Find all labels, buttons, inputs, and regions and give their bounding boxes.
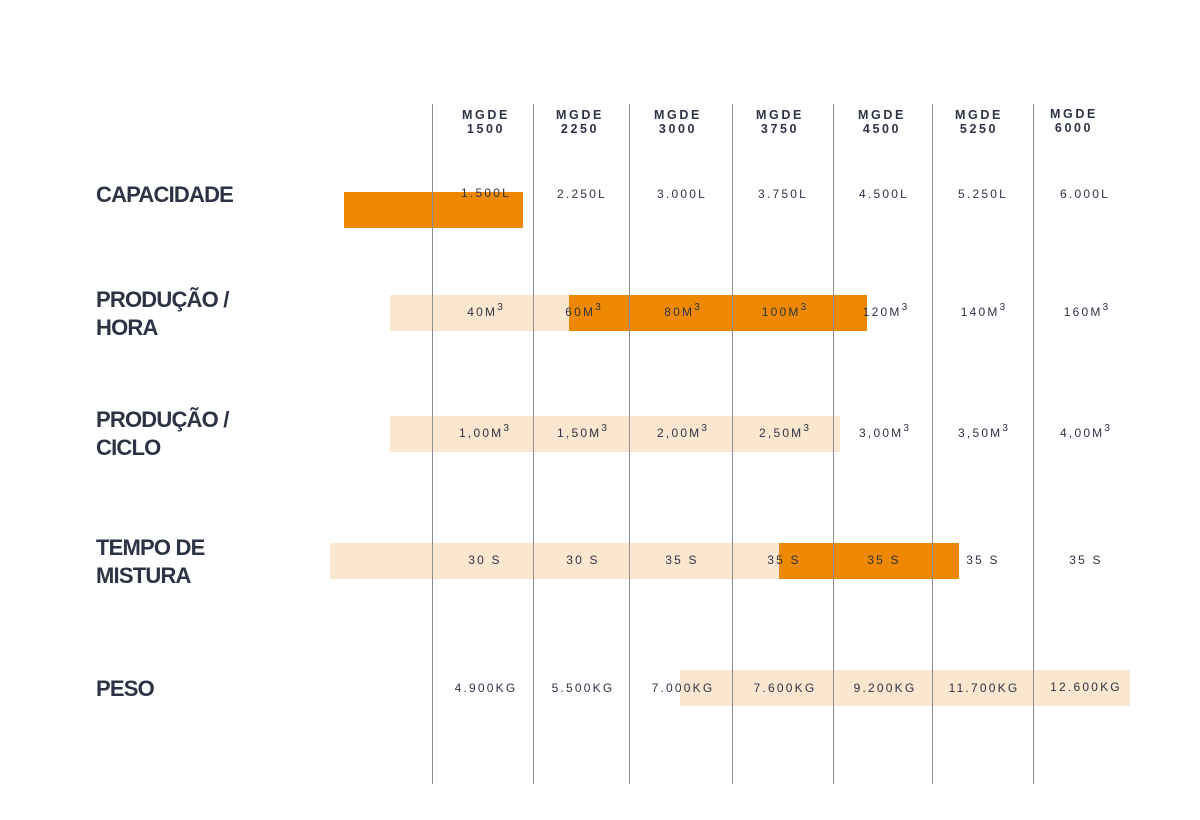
- table-cell: 60M3: [565, 302, 601, 319]
- mixing-time-highlight-bar: [779, 543, 959, 579]
- table-cell: 3.750L: [758, 187, 808, 201]
- row-label-producao-ciclo: PRODUÇÃO / CICLO: [96, 407, 229, 460]
- model-header: MGDE 6000: [1050, 107, 1098, 135]
- model-header: MGDE 3750: [756, 108, 804, 136]
- row-label-tempo-mistura: TEMPO DE MISTURA: [96, 535, 205, 588]
- table-cell: 3.000L: [657, 187, 707, 201]
- table-cell: 3,00M3: [859, 423, 909, 440]
- table-cell: 30 S: [468, 553, 502, 567]
- table-cell: 2,00M3: [657, 423, 707, 440]
- table-cell: 3,50M3: [958, 423, 1008, 440]
- model-header: MGDE 5250: [955, 108, 1003, 136]
- column-divider: [833, 104, 834, 784]
- table-cell: 100M3: [761, 302, 807, 319]
- column-divider: [432, 104, 433, 784]
- table-cell: 11.700KG: [948, 681, 1020, 695]
- table-cell: 7.600KG: [753, 681, 817, 695]
- table-cell: 4,00M3: [1060, 423, 1110, 440]
- row-label-capacidade: CAPACIDADE: [96, 182, 234, 207]
- table-cell: 5.250L: [958, 187, 1008, 201]
- table-cell: 9.200KG: [853, 681, 917, 695]
- mixing-time-light-bar: [330, 543, 780, 579]
- capacity-highlight-bar: [344, 192, 523, 228]
- table-cell: 160M3: [1063, 302, 1109, 319]
- table-cell: 35 S: [867, 553, 901, 567]
- model-header: MGDE 2250: [556, 108, 604, 136]
- model-header: MGDE 1500: [462, 108, 510, 136]
- column-divider: [629, 104, 630, 784]
- column-divider: [932, 104, 933, 784]
- model-header: MGDE 4500: [858, 108, 906, 136]
- weight-light-bar: [680, 670, 1130, 706]
- table-cell: 35 S: [1069, 553, 1103, 567]
- table-cell: 35 S: [665, 553, 699, 567]
- table-cell: 1,00M3: [459, 423, 509, 440]
- table-cell: 5.500KG: [551, 681, 615, 695]
- row-label-producao-hora: PRODUÇÃO / HORA: [96, 287, 229, 340]
- production-hour-highlight-bar: [569, 295, 867, 331]
- table-cell: 7.000KG: [651, 681, 715, 695]
- column-divider: [533, 104, 534, 784]
- table-cell: 4.500L: [859, 187, 909, 201]
- model-header: MGDE 3000: [654, 108, 702, 136]
- table-cell: 6.000L: [1060, 187, 1110, 201]
- table-cell: 120M3: [862, 302, 908, 319]
- table-cell: 80M3: [664, 302, 700, 319]
- table-cell: 1.500L: [461, 186, 511, 200]
- production-cycle-light-bar: [390, 416, 840, 452]
- production-hour-light-bar: [390, 295, 570, 331]
- table-cell: 40M3: [467, 302, 503, 319]
- table-cell: 30 S: [566, 553, 600, 567]
- row-label-peso: PESO: [96, 676, 155, 701]
- table-cell: 35 S: [767, 553, 801, 567]
- table-cell: 140M3: [960, 302, 1006, 319]
- column-divider: [1033, 104, 1034, 784]
- table-cell: 12.600KG: [1050, 680, 1122, 694]
- table-cell: 2.250L: [557, 187, 607, 201]
- table-cell: 35 S: [966, 553, 1000, 567]
- column-divider: [732, 104, 733, 784]
- table-cell: 2,50M3: [759, 423, 809, 440]
- table-cell: 4.900KG: [454, 681, 518, 695]
- table-cell: 1,50M3: [557, 423, 607, 440]
